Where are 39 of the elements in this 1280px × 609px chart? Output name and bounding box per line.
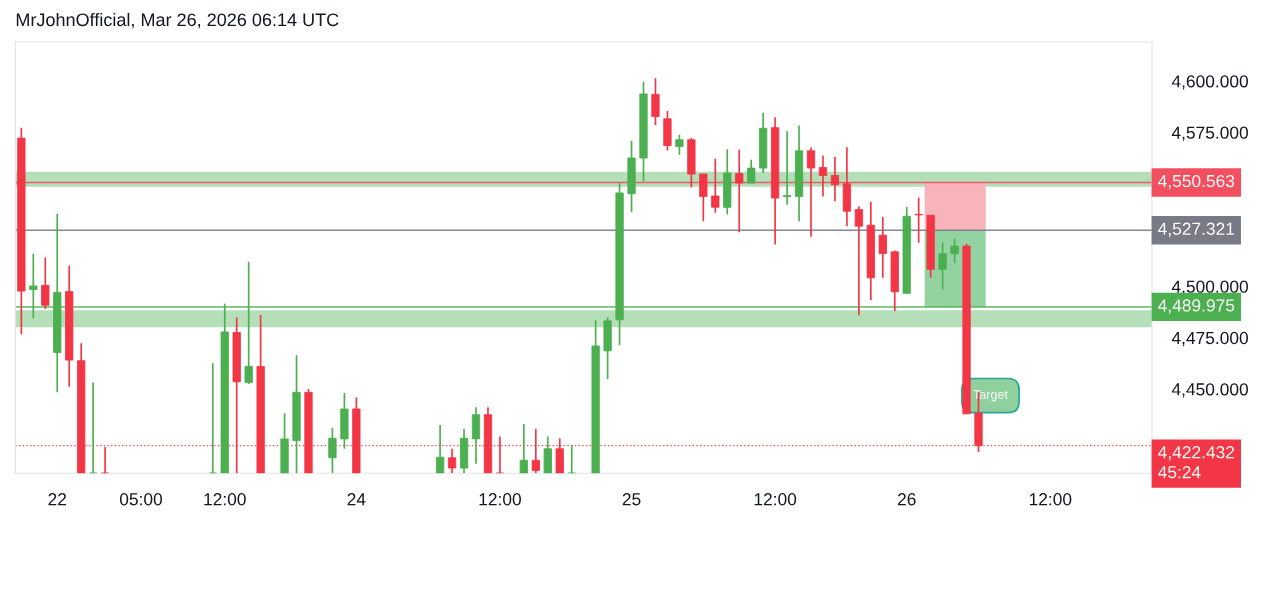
candlestick bbox=[328, 427, 337, 474]
candlestick bbox=[830, 156, 840, 203]
candlestick bbox=[950, 237, 959, 265]
y-tick-label: 4,600.000 bbox=[1171, 75, 1248, 90]
candlestick bbox=[519, 423, 528, 474]
y-tick-label: 4,500.000 bbox=[1171, 280, 1248, 295]
candlestick bbox=[818, 154, 828, 198]
x-tick-label: 12:00 bbox=[754, 493, 797, 506]
x-tick-label: 26 bbox=[897, 493, 916, 506]
candlestick bbox=[711, 158, 720, 214]
ref-line-label: 4,489.975 bbox=[1158, 299, 1235, 314]
x-tick-label: 12:00 bbox=[479, 493, 521, 506]
candlestick bbox=[675, 133, 684, 156]
ref-line-label: 4,550.563 bbox=[1158, 174, 1235, 190]
candlestick bbox=[854, 205, 863, 317]
x-tick-label: 12:00 bbox=[204, 493, 246, 506]
candlestick bbox=[782, 130, 792, 206]
y-tick-label: 4,450.000 bbox=[1171, 383, 1248, 398]
candlestick bbox=[806, 146, 816, 238]
x-tick-label: 24 bbox=[347, 493, 366, 506]
candlestick bbox=[699, 173, 708, 223]
y-tick-label: 4,475.000 bbox=[1171, 331, 1248, 347]
ref-line-label: 4,422.432 45:24 bbox=[1158, 446, 1235, 479]
x-tick-label: 25 bbox=[622, 493, 641, 506]
candlestick bbox=[938, 241, 947, 291]
candlestick bbox=[747, 158, 756, 184]
chart-title: MrJohnOfficial, Mar 26, 2026 06:14 UTC bbox=[16, 12, 339, 29]
candlestick bbox=[651, 77, 660, 126]
y-tick-label: 4,575.000 bbox=[1171, 126, 1248, 141]
candlestick bbox=[447, 447, 457, 474]
candlestick bbox=[878, 216, 887, 279]
candlestick bbox=[735, 148, 744, 233]
ref-line-label: 4,527.321 bbox=[1158, 222, 1235, 237]
candlestick bbox=[41, 256, 50, 310]
x-tick-label: 12:00 bbox=[1029, 493, 1072, 506]
candlestick bbox=[914, 196, 923, 244]
x-tick-label: 05:00 bbox=[119, 493, 163, 506]
x-tick-label: 22 bbox=[48, 493, 67, 506]
candlestick bbox=[435, 424, 445, 474]
